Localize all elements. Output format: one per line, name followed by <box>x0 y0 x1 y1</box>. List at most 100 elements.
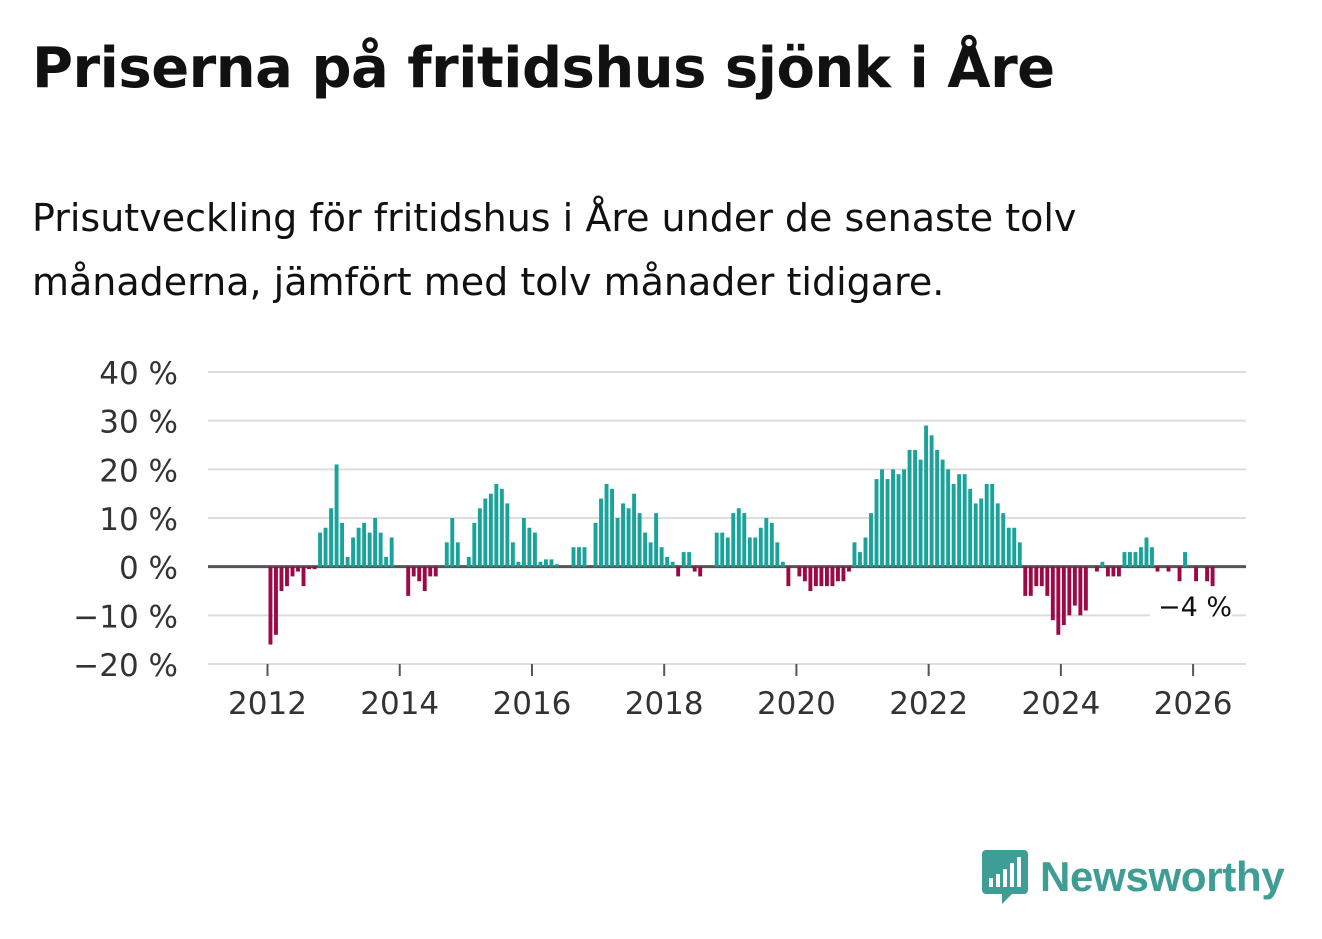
y-tick-label: 40 % <box>99 356 178 392</box>
bar <box>902 469 907 567</box>
bar <box>604 483 609 567</box>
bar <box>555 564 559 567</box>
bar <box>549 559 554 567</box>
bar <box>1127 552 1132 567</box>
bar <box>869 513 873 567</box>
bar <box>924 425 929 567</box>
bar <box>907 449 912 567</box>
bar <box>1116 566 1121 577</box>
bar <box>979 498 984 567</box>
bar <box>1034 566 1039 587</box>
bar <box>290 566 295 577</box>
bar <box>455 542 460 567</box>
bar <box>968 488 973 567</box>
bar <box>466 556 471 567</box>
bar <box>450 518 455 567</box>
bar <box>362 522 367 567</box>
bar <box>643 532 648 567</box>
bar <box>1028 566 1033 596</box>
bar <box>714 532 719 567</box>
bar <box>621 503 626 567</box>
bar <box>1094 566 1099 572</box>
x-axis: 2012 2014 2016 2018 2020 2022 2024 2026 <box>228 664 1233 722</box>
newsworthy-logo-icon <box>982 850 1028 904</box>
x-tick-label: 2012 <box>228 686 307 722</box>
x-tick-label: 2020 <box>757 686 836 722</box>
chart-subtitle: Prisutveckling för fritidshus i Åre unde… <box>32 196 1077 304</box>
bar <box>1144 537 1149 567</box>
bar <box>516 561 521 567</box>
bar <box>329 508 334 567</box>
bar <box>1133 552 1138 567</box>
bar <box>780 561 785 567</box>
bar <box>312 566 317 570</box>
bar <box>285 566 289 587</box>
bar <box>874 479 879 567</box>
bar <box>698 566 703 577</box>
bar <box>571 547 576 567</box>
bar <box>417 566 422 582</box>
bar <box>505 503 510 567</box>
bar <box>428 566 433 577</box>
bar <box>301 566 306 587</box>
bar <box>990 483 995 567</box>
bar <box>1205 566 1210 582</box>
y-tick-label: 20 % <box>99 453 178 489</box>
y-tick-label: 10 % <box>99 502 178 538</box>
bar <box>775 542 780 567</box>
bar <box>1001 513 1006 567</box>
bar <box>995 503 1000 567</box>
bar <box>918 459 923 567</box>
y-tick-label: −10 % <box>73 599 178 635</box>
newsworthy-logo-text: Newsworthy <box>1040 853 1285 900</box>
bar <box>951 483 956 567</box>
bar <box>494 483 499 567</box>
bar <box>731 513 736 567</box>
bar <box>736 508 741 567</box>
bar <box>483 498 488 567</box>
bar <box>1166 566 1171 572</box>
bar <box>307 566 311 570</box>
bar <box>340 522 345 567</box>
bar <box>1100 561 1105 567</box>
bar <box>356 527 361 567</box>
x-tick-label: 2024 <box>1021 686 1100 722</box>
bar <box>378 532 383 567</box>
bar <box>824 566 829 587</box>
x-tick-label: 2018 <box>625 686 704 722</box>
bar <box>433 566 438 577</box>
bar <box>373 518 378 567</box>
bar <box>1039 566 1044 587</box>
bar <box>626 508 631 567</box>
bar <box>1150 547 1154 567</box>
bar <box>1017 542 1022 567</box>
bar <box>973 503 978 567</box>
bar <box>1139 547 1143 567</box>
bar <box>654 513 659 567</box>
newsworthy-logo: Newsworthy <box>980 848 1285 906</box>
bar <box>946 469 951 567</box>
bar <box>510 542 515 567</box>
bar <box>962 474 967 567</box>
bar <box>1056 566 1061 635</box>
bar <box>543 559 548 567</box>
bar <box>957 474 962 567</box>
bar <box>384 556 389 567</box>
bar <box>488 493 493 567</box>
bar <box>632 493 637 567</box>
bar <box>268 566 273 645</box>
bar <box>274 566 278 635</box>
bar <box>593 522 598 567</box>
bar <box>984 483 989 567</box>
bar <box>687 552 692 567</box>
bar-chart: 40 %30 %20 %10 %0 %−10 %−20 % 2012 2014 20… <box>73 356 1246 722</box>
bar <box>1050 566 1055 621</box>
bar <box>681 552 686 567</box>
annotation-background <box>1150 588 1232 627</box>
bar <box>279 566 284 591</box>
bar <box>758 527 763 567</box>
bar <box>637 513 642 567</box>
bar <box>411 566 416 577</box>
y-tick-label: −20 % <box>73 648 178 684</box>
bar <box>582 547 587 567</box>
